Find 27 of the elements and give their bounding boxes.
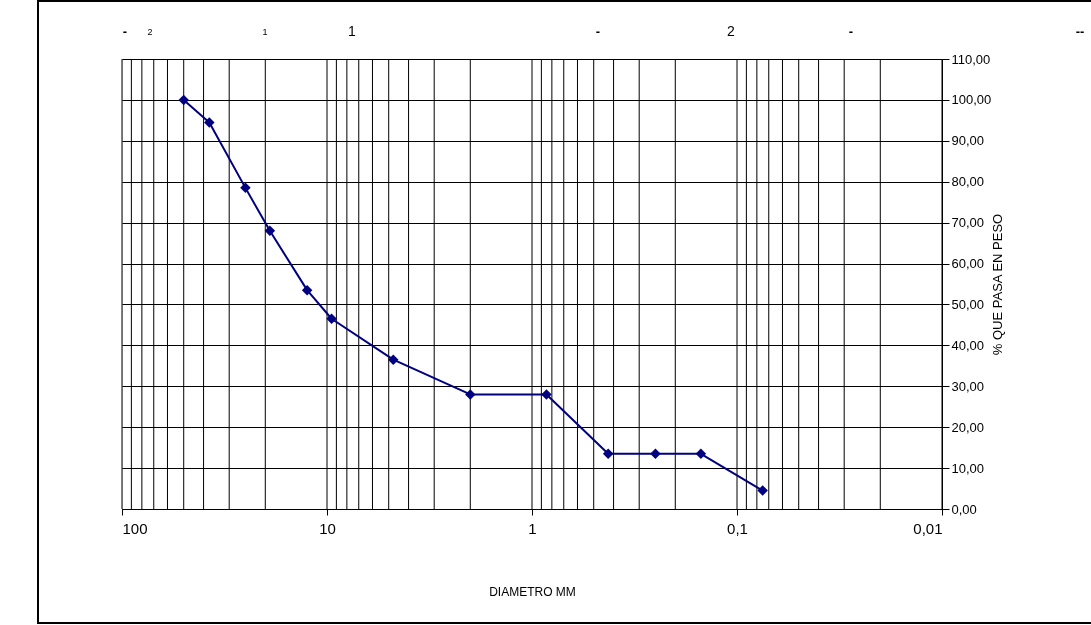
x-tick-label: 0,01 [913, 519, 943, 537]
y-tick-label: 70,00 [951, 215, 985, 231]
y-tick-label: 30,00 [951, 378, 985, 394]
y-tick-label: 40,00 [951, 337, 985, 353]
y-tick-label: 0,00 [951, 501, 977, 517]
y-tick-label: 50,00 [951, 296, 985, 312]
y-tick-label: 20,00 [951, 419, 985, 435]
text: - [848, 24, 854, 39]
y-tick-label: 110,00 [951, 51, 991, 67]
y-tick-label: 100,00 [951, 92, 992, 108]
x-tick-label: 10 [319, 519, 336, 537]
y-tick-label: 80,00 [951, 174, 985, 190]
text: 1 [262, 27, 268, 37]
text: 2 [727, 23, 736, 39]
x-tick-label: 1 [528, 519, 537, 537]
y-tick-label: 90,00 [951, 133, 985, 149]
x-tick-label: 100 [122, 519, 148, 537]
x-tick-label: 0,1 [727, 519, 748, 537]
y-tick-label: 10,00 [951, 460, 985, 476]
text: 1 [348, 23, 357, 39]
y-tick-label: 60,00 [951, 256, 985, 272]
text: -- [1075, 24, 1085, 39]
y-axis-title: % QUE PASA EN PESO [990, 213, 1006, 356]
text: - [122, 24, 128, 39]
text: 2 [147, 27, 153, 37]
text: - [595, 24, 601, 39]
x-axis-title: DIAMETRO MM [489, 584, 576, 599]
